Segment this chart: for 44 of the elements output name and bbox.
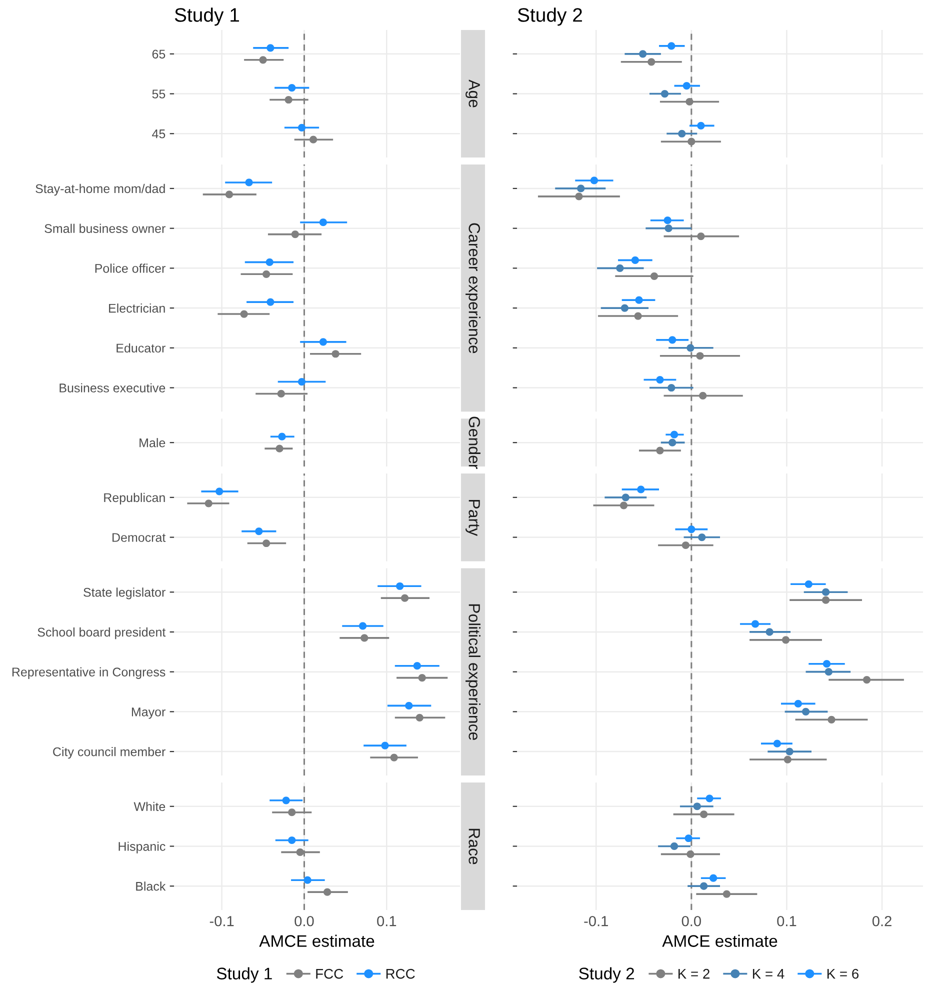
legend-label: K = 6 <box>827 968 859 979</box>
legend-label: RCC <box>386 968 415 979</box>
y2-axis-title: Age <box>466 80 480 108</box>
x-tick-label: 0.1 <box>777 916 796 926</box>
y-tick-label: Business executive <box>60 383 166 392</box>
chart-title: Study 2 <box>518 8 582 26</box>
legend-label: FCC <box>316 968 344 979</box>
y-tick-label: School board president <box>38 627 166 640</box>
x-tick-label: 0.0 <box>682 916 701 926</box>
y-tick-label: Electrician <box>109 304 165 313</box>
y-tick-label: Black <box>136 882 166 891</box>
y2-axis-title: Party <box>466 500 480 536</box>
y-tick-label: Democrat <box>112 533 166 542</box>
legend-title: Study 1 <box>216 967 272 983</box>
x-tick-label: -0.1 <box>584 916 608 926</box>
legend-label: K = 2 <box>678 968 710 979</box>
y-tick-label: 55 <box>152 90 166 98</box>
x-tick-label: 0.2 <box>872 916 892 926</box>
y-tick-label: Stay-at-home mom/dad <box>36 184 165 196</box>
y-tick-label: White <box>134 802 166 812</box>
y2-axis-title: Gender <box>468 416 480 469</box>
y-tick-label: Representative in Congress <box>12 667 166 679</box>
y-tick-label: Republican <box>104 492 165 505</box>
legend-label: K = 4 <box>752 969 784 979</box>
x-tick-label: 0.1 <box>377 916 396 926</box>
y2-axis-title: Career experience <box>466 223 480 354</box>
chart-title: Study 1 <box>174 8 239 26</box>
y2-axis-title: Political experience <box>466 604 480 740</box>
y-tick-label: Educator <box>116 343 166 353</box>
legend-title: Study 2 <box>579 967 634 983</box>
y2-axis-title: Race <box>468 828 480 864</box>
y-tick-label: Male <box>140 438 166 448</box>
y-tick-label: Police officer <box>95 264 166 273</box>
y-tick-label: Hispanic <box>118 842 166 854</box>
y-tick-label: Mayor <box>132 708 166 719</box>
y-tick-label: 65 <box>152 50 166 59</box>
y-tick-label: State legislator <box>84 588 166 600</box>
x-tick-label: -0.1 <box>210 916 234 926</box>
y-tick-label: Small business owner <box>44 224 166 233</box>
x-axis-title: AMCE estimate <box>259 934 374 947</box>
y-tick-label: 45 <box>152 130 166 138</box>
y-tick-label: City council member <box>53 747 166 759</box>
x-tick-label: 0.0 <box>294 916 314 926</box>
x-axis-title: AMCE estimate <box>662 934 778 947</box>
